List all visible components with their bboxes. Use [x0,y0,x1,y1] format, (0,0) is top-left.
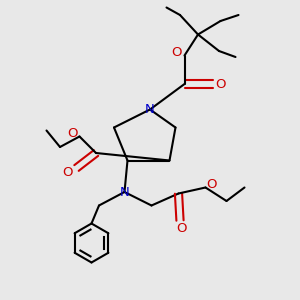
Text: O: O [176,221,187,235]
Text: O: O [67,127,77,140]
Text: O: O [206,178,217,191]
Text: O: O [62,166,73,179]
Text: N: N [120,185,129,199]
Text: N: N [145,103,155,116]
Text: O: O [215,77,226,91]
Text: O: O [172,46,182,59]
